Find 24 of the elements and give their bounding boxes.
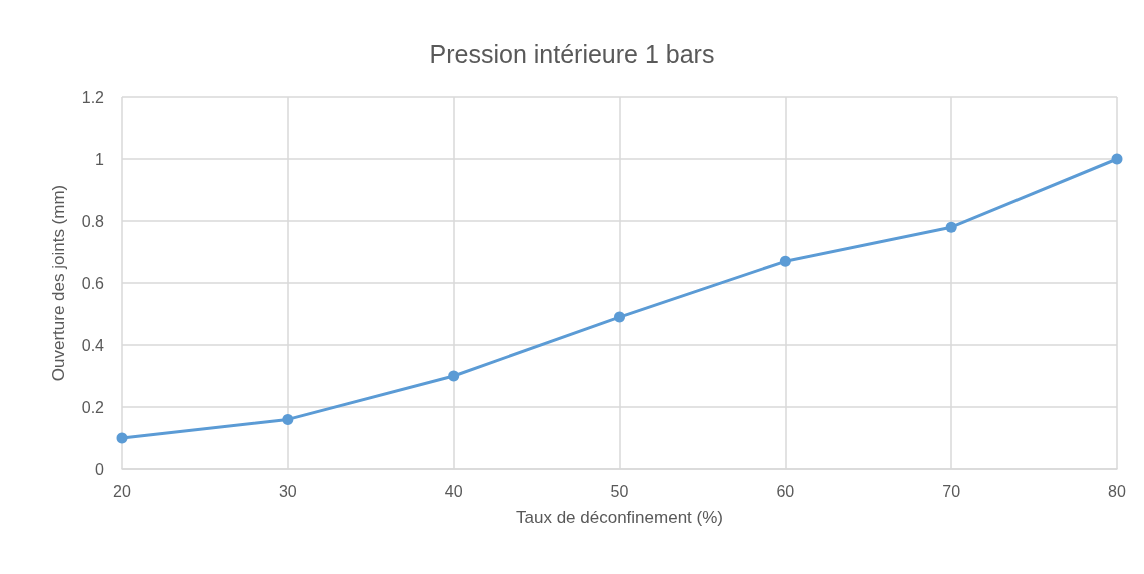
y-tick-label: 0.6 [81,274,105,292]
x-tick-label: 20 [113,482,131,500]
point [779,255,791,267]
x-tick-label: 40 [444,482,463,500]
y-tick-label: 1.2 [81,88,105,106]
x-tick-label: 70 [942,482,961,500]
y-tick-label: 1 [95,150,105,168]
x-tick-label: 30 [278,482,297,500]
point [945,221,957,233]
point [1111,153,1123,165]
y-tick-label: 0.2 [81,398,105,416]
y-tick-label: 0.8 [81,212,105,230]
point [448,370,460,382]
x-axis-title: Taux de déconfinement (%) [516,508,723,527]
chart-title: Pression intérieure 1 bars [429,39,715,68]
point [614,311,625,323]
x-tick-label: 60 [776,482,795,500]
y-tick-label: 0.4 [81,336,105,354]
point [116,432,128,444]
x-tick-label: 50 [610,482,629,500]
x-tick-label: 80 [1108,482,1126,500]
point [282,413,294,425]
y-tick-label: 0 [95,460,105,478]
y-axis-title: Ouverture des joints (mm) [49,184,68,382]
